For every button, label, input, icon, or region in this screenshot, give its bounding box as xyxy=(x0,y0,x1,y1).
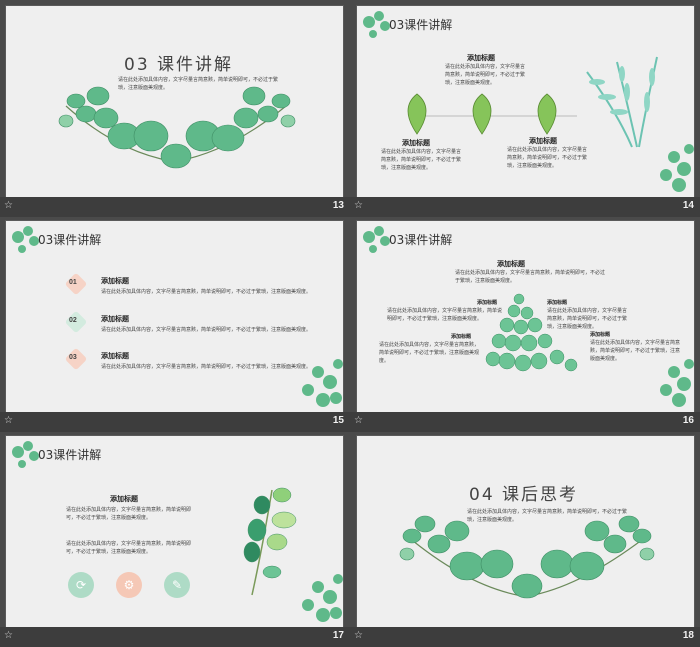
leaf-corner-icon xyxy=(12,226,39,253)
footer-bar-18: ☆ 18 xyxy=(350,627,700,647)
slide-18[interactable]: 04 课后思考 请在此处添加具体内容，文字尽量言简意赅，简单说明即可，不必过于繁… xyxy=(357,436,694,627)
leaf-cluster-corner xyxy=(302,359,343,407)
item-number: 01 xyxy=(69,279,77,286)
item-number: 02 xyxy=(69,317,77,324)
body-left-bottom: 请在此处添加具体内容，文字尽量言简意赅，简单说明即可，不必过于繁琐，注意版面美观… xyxy=(379,342,480,364)
star-icon[interactable]: ☆ xyxy=(4,415,13,426)
body-left: 请在此处添加具体内容，文字尽量言简意赅，简单说明即可，不必过于繁琐，注意版面美观… xyxy=(381,149,462,171)
heading-left-bottom: 添加标题 xyxy=(451,334,472,340)
star-icon[interactable]: ☆ xyxy=(354,200,363,211)
heading-right-top: 添加标题 xyxy=(547,300,568,306)
slide-number: 13 xyxy=(332,200,344,211)
heading-right-bottom: 添加标题 xyxy=(590,332,611,338)
heading-top: 添加标题 xyxy=(467,54,495,62)
slide-title: 03课件讲解 xyxy=(38,233,102,247)
footer-bar-15: ☆ 15 xyxy=(0,412,350,432)
slide-title: 04 课后思考 xyxy=(469,485,579,505)
leaf-corner-icon xyxy=(363,11,390,38)
gear-icon[interactable]: ⚙ xyxy=(116,572,142,598)
item-text: 请在此处添加具体内容，文字尽量言简意赅，简单说明即可，不必过于繁琐，注意版面美观… xyxy=(101,327,312,333)
leaf-branch xyxy=(243,487,297,596)
footer-bar-16: ☆ 16 xyxy=(350,412,700,432)
slide-title: 03课件讲解 xyxy=(389,233,453,247)
eucalyptus-garland xyxy=(399,515,655,599)
eucalyptus-garland xyxy=(58,86,296,169)
heading-right: 添加标题 xyxy=(529,137,557,145)
star-icon[interactable]: ☆ xyxy=(354,630,363,641)
leaf-row xyxy=(407,93,577,135)
body-right-bottom: 请在此处添加具体内容，文字尽量言简意赅，简单说明即可，不必过于繁琐，注意版面美观… xyxy=(590,340,681,362)
slide-number: 18 xyxy=(682,630,694,641)
slide-13[interactable]: 03 课件讲解 请在此处添加具体内容，文字尽量言简意赅，简单说明即可，不必过于繁… xyxy=(6,6,343,197)
slide-number: 16 xyxy=(682,415,694,426)
fern-illustration xyxy=(586,56,658,148)
footer-bar-17: ☆ 17 xyxy=(0,627,350,647)
body-top: 请在此处添加具体内容，文字尽量言简意赅，简单说明即可，不必过于繁琐，注意版面美观… xyxy=(455,270,606,284)
body-top: 请在此处添加具体内容，文字尽量言简意赅，简单说明即可，不必过于繁琐，注意版面美观… xyxy=(445,64,526,86)
slide-body: 请在此处添加具体内容，文字尽量言简意赅，简单说明即可，不必过于繁琐，注意版面美观… xyxy=(467,509,628,523)
body-1: 请在此处添加具体内容，文字尽量言简意赅，简单说明即可，不必过于繁琐，注意版面美观… xyxy=(66,507,192,521)
item-text: 请在此处添加具体内容，文字尽量言简意赅，简单说明即可，不必过于繁琐，注意版面美观… xyxy=(101,289,312,295)
slide-number: 14 xyxy=(682,200,694,211)
heading-left: 添加标题 xyxy=(402,139,430,147)
slide-number: 17 xyxy=(332,630,344,641)
body-right: 请在此处添加具体内容，文字尽量言简意赅，简单说明即可，不必过于繁琐，注意版面美观… xyxy=(507,147,588,169)
edit-icon[interactable]: ✎ xyxy=(164,572,190,598)
leaf-corner-icon xyxy=(363,226,390,253)
leaf-corner-icon xyxy=(12,441,39,468)
eucalyptus-tree xyxy=(485,293,578,372)
footer-bar-13: ☆ 13 xyxy=(0,197,350,217)
item-heading: 添加标题 xyxy=(101,352,129,360)
item-number: 03 xyxy=(69,354,77,361)
body-left-top: 请在此处添加具体内容，文字尽量言简意赅，简单说明即可，不必过于繁琐，注意版面美观… xyxy=(387,308,503,322)
item-heading: 添加标题 xyxy=(101,277,129,285)
leaf-cluster-corner xyxy=(660,359,694,407)
slide-16[interactable]: 03课件讲解 添加标题 请在此处添加具体内容，文字尽量言简意赅，简单说明即可，不… xyxy=(357,221,694,412)
slide-title: 03课件讲解 xyxy=(38,448,102,462)
slide-15[interactable]: 03课件讲解 01 添加标题 请在此处添加具体内容，文字尽量言简意赅，简单说明即… xyxy=(6,221,343,412)
item-heading: 添加标题 xyxy=(101,315,129,323)
heading: 添加标题 xyxy=(110,495,138,503)
slide-body: 请在此处添加具体内容，文字尽量言简意赅，简单说明即可，不必过于繁琐，注意版面美观… xyxy=(118,77,279,91)
heading-top: 添加标题 xyxy=(497,260,525,268)
body-right-top: 请在此处添加具体内容，文字尽量言简意赅，简单说明即可，不必过于繁琐，注意版面美观… xyxy=(547,308,628,330)
leaf-cluster-corner xyxy=(302,574,343,622)
footer-bar-14: ☆ 14 xyxy=(350,197,700,217)
star-icon[interactable]: ☆ xyxy=(4,630,13,641)
slide-number: 15 xyxy=(332,415,344,426)
refresh-icon[interactable]: ⟳ xyxy=(68,572,94,598)
slide-14[interactable]: 03课件讲解 添加标题 请在此处添加具体内容，文字尽量言简意赅，简单说明即可，不… xyxy=(357,6,694,197)
star-icon[interactable]: ☆ xyxy=(4,200,13,211)
heading-left-top: 添加标题 xyxy=(477,300,498,306)
slide-title: 03 课件讲解 xyxy=(124,55,234,75)
leaf-cluster-corner xyxy=(660,144,694,192)
slide-title: 03课件讲解 xyxy=(389,18,453,32)
body-2: 请在此处添加具体内容，文字尽量言简意赅，简单说明即可，不必过于繁琐，注意版面美观… xyxy=(66,541,192,555)
slide-17[interactable]: 03课件讲解 添加标题 请在此处添加具体内容，文字尽量言简意赅，简单说明即可，不… xyxy=(6,436,343,627)
star-icon[interactable]: ☆ xyxy=(354,415,363,426)
item-text: 请在此处添加具体内容，文字尽量言简意赅，简单说明即可，不必过于繁琐，注意版面美观… xyxy=(101,364,312,370)
